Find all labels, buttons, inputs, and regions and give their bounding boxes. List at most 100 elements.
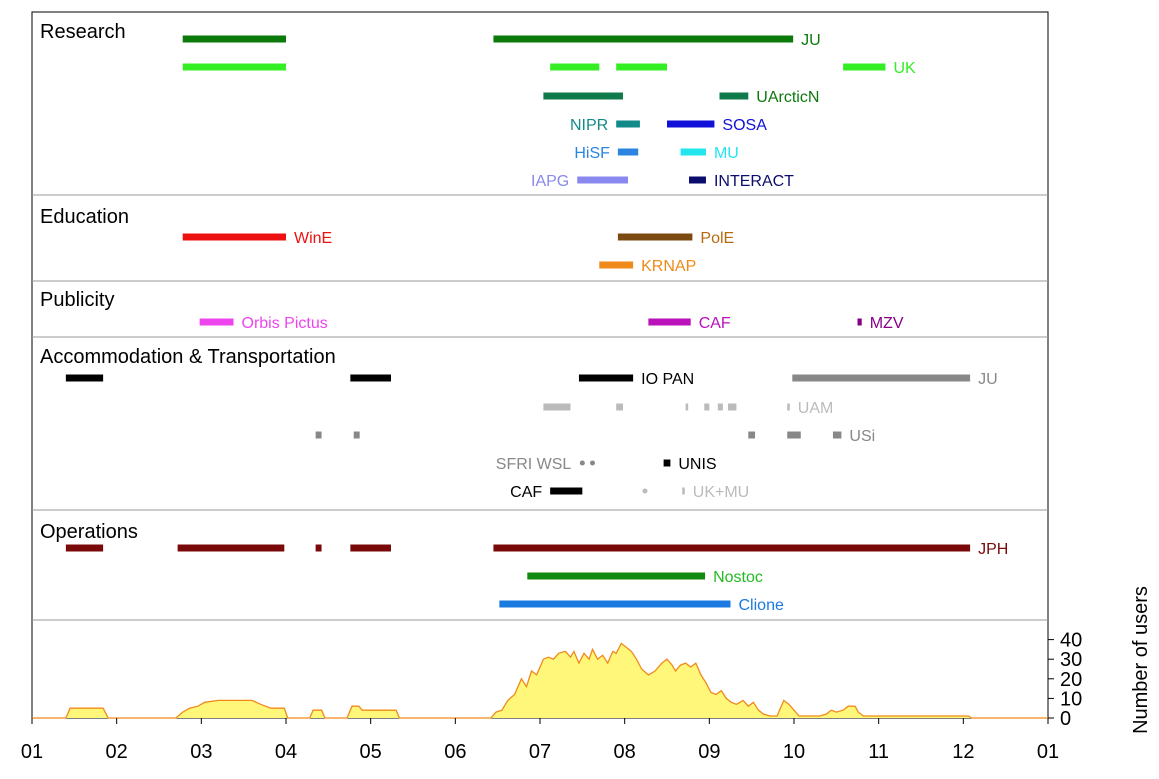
- segment-usi-2: [748, 431, 756, 439]
- section-separators: [32, 194, 1048, 511]
- bar-label-iapg: IAPG: [531, 173, 569, 190]
- segment-usi-0: [315, 431, 322, 439]
- y-tick-label-4: 40: [1060, 630, 1082, 652]
- segment-uarcticn-0: [543, 92, 623, 100]
- segment-mzv-0: [857, 318, 862, 326]
- bar-research-uarcticn: UArcticN: [543, 89, 819, 106]
- y-tick-label-2: 20: [1060, 669, 1082, 691]
- segment-ju-0: [182, 35, 286, 43]
- bar-education-krnap: KRNAP: [599, 258, 696, 275]
- segment-interact-0: [689, 176, 706, 184]
- section-titles: Research Education Publicity Accommodation …: [40, 21, 336, 543]
- segment-usi-4: [832, 431, 842, 439]
- y-tick-label-1: 10: [1060, 688, 1082, 710]
- bar-research-interact: INTERACT: [689, 173, 794, 190]
- bar-operations-jph: JPH: [65, 541, 1008, 558]
- bar-label-mu: MU: [714, 145, 739, 162]
- dot-sfri-wsl-1: [589, 460, 595, 466]
- bar-research-ju: JU: [182, 32, 821, 49]
- segment-wine-0: [182, 233, 286, 241]
- bar-label-pole: PolE: [700, 230, 734, 247]
- timeline-bars: JU UK UArcticN NIPR SOSA HiSF MU IAPG INTERACT Wi…: [65, 32, 1008, 614]
- bar-label-sfri-wsl: SFRI WSL: [496, 456, 572, 473]
- bar-label-ju: JU: [978, 371, 998, 388]
- segment-uam-1: [616, 403, 623, 411]
- section-title-research: Research: [40, 21, 126, 43]
- segment-io-pan-0: [578, 374, 634, 382]
- users-line: [32, 642, 1048, 719]
- bar-publicity-caf: CAF: [648, 315, 731, 332]
- section-title-publicity: Publicity: [40, 289, 114, 311]
- segment-uk-2: [616, 63, 667, 71]
- bar-label-nostoc: Nostoc: [713, 569, 763, 586]
- bar-accommodation-usi: USi: [315, 428, 875, 445]
- segment-uam-4: [717, 403, 723, 411]
- section-title-education: Education: [40, 206, 129, 228]
- users-fill: [32, 643, 1048, 718]
- x-tick-label-4: 05: [360, 741, 382, 763]
- dot-sfri-wsl-0: [579, 460, 585, 466]
- x-tick-label-10: 11: [868, 741, 889, 763]
- segment-krnap-0: [599, 261, 634, 269]
- bar-label-interact: INTERACT: [714, 173, 794, 190]
- users-area-chart: [32, 619, 1048, 719]
- bar-label-uk-mu: UK+MU: [693, 484, 749, 501]
- x-tick-label-8: 09: [698, 741, 720, 763]
- segment-uarcticn-1: [719, 92, 749, 100]
- segment-uk-mu-0: [682, 487, 685, 495]
- segment-uam-2: [685, 403, 689, 411]
- segment-uam-0: [543, 403, 571, 411]
- bar-accommodation-sfri-wsl: SFRI WSL: [496, 456, 595, 473]
- bar-label-sosa: SOSA: [722, 117, 767, 134]
- bar-education-pole: PolE: [617, 230, 734, 247]
- segment-jph-3: [350, 544, 391, 552]
- segment-usi-1: [353, 431, 360, 439]
- bar-accommodation-caf: CAF: [510, 484, 583, 501]
- bar-operations-nostoc: Nostoc: [527, 569, 763, 586]
- bar-label-clione: Clione: [739, 597, 784, 614]
- plot-frame: [31, 11, 1049, 719]
- x-tick-label-11: 12: [952, 741, 974, 763]
- bar-label-caf: CAF: [699, 315, 731, 332]
- segment-sosa-0: [667, 120, 715, 128]
- bar-accommodation-uam: UAM: [543, 400, 833, 417]
- segment-usi-3: [787, 431, 801, 439]
- segment-pole-0: [617, 233, 693, 241]
- bar-education-wine: WinE: [182, 230, 332, 247]
- segment-ju-0: [792, 374, 971, 382]
- x-tick-label-7: 08: [614, 741, 636, 763]
- bar-accommodation-uk-mu: UK+MU: [642, 484, 749, 501]
- bar-label-uam: UAM: [798, 400, 834, 417]
- x-tick-label-5: 06: [444, 741, 466, 763]
- section-title-operations: Operations: [40, 521, 138, 543]
- bar-accommodation-io-pan: IO PAN: [578, 371, 694, 388]
- y-tick-label-0: 0: [1060, 708, 1071, 730]
- x-tick-label-0: 01: [21, 741, 43, 763]
- bar-label-usi: USi: [849, 428, 875, 445]
- bar-label-ju: JU: [801, 32, 821, 49]
- bar-research-sosa: SOSA: [667, 117, 767, 134]
- bar-research-uk: UK: [182, 60, 916, 77]
- bar-research-hisf: HiSF: [574, 145, 639, 162]
- bar-label-nipr: NIPR: [570, 117, 608, 134]
- x-tick-label-12: 01: [1037, 741, 1059, 763]
- segment-uam-3: [704, 403, 710, 411]
- segment-nipr-0: [616, 120, 640, 128]
- bar-label-wine: WinE: [294, 230, 332, 247]
- bar-label-unis: UNIS: [678, 456, 716, 473]
- segment-unlabeled-1: [350, 374, 391, 382]
- bar-label-jph: JPH: [978, 541, 1008, 558]
- x-tick-label-1: 02: [106, 741, 128, 763]
- bar-research-iapg: IAPG: [531, 173, 629, 190]
- segment-unlabeled-0: [65, 374, 104, 382]
- x-tick-label-3: 04: [275, 741, 297, 763]
- bar-research-mu: MU: [680, 145, 739, 162]
- bar-label-mzv: MZV: [870, 315, 904, 332]
- x-tick-label-6: 07: [529, 741, 551, 763]
- bar-publicity-mzv: MZV: [857, 315, 904, 332]
- segment-uk-1: [550, 63, 600, 71]
- segment-jph-1: [177, 544, 285, 552]
- section-title-accommodation: Accommodation & Transportation: [40, 346, 336, 368]
